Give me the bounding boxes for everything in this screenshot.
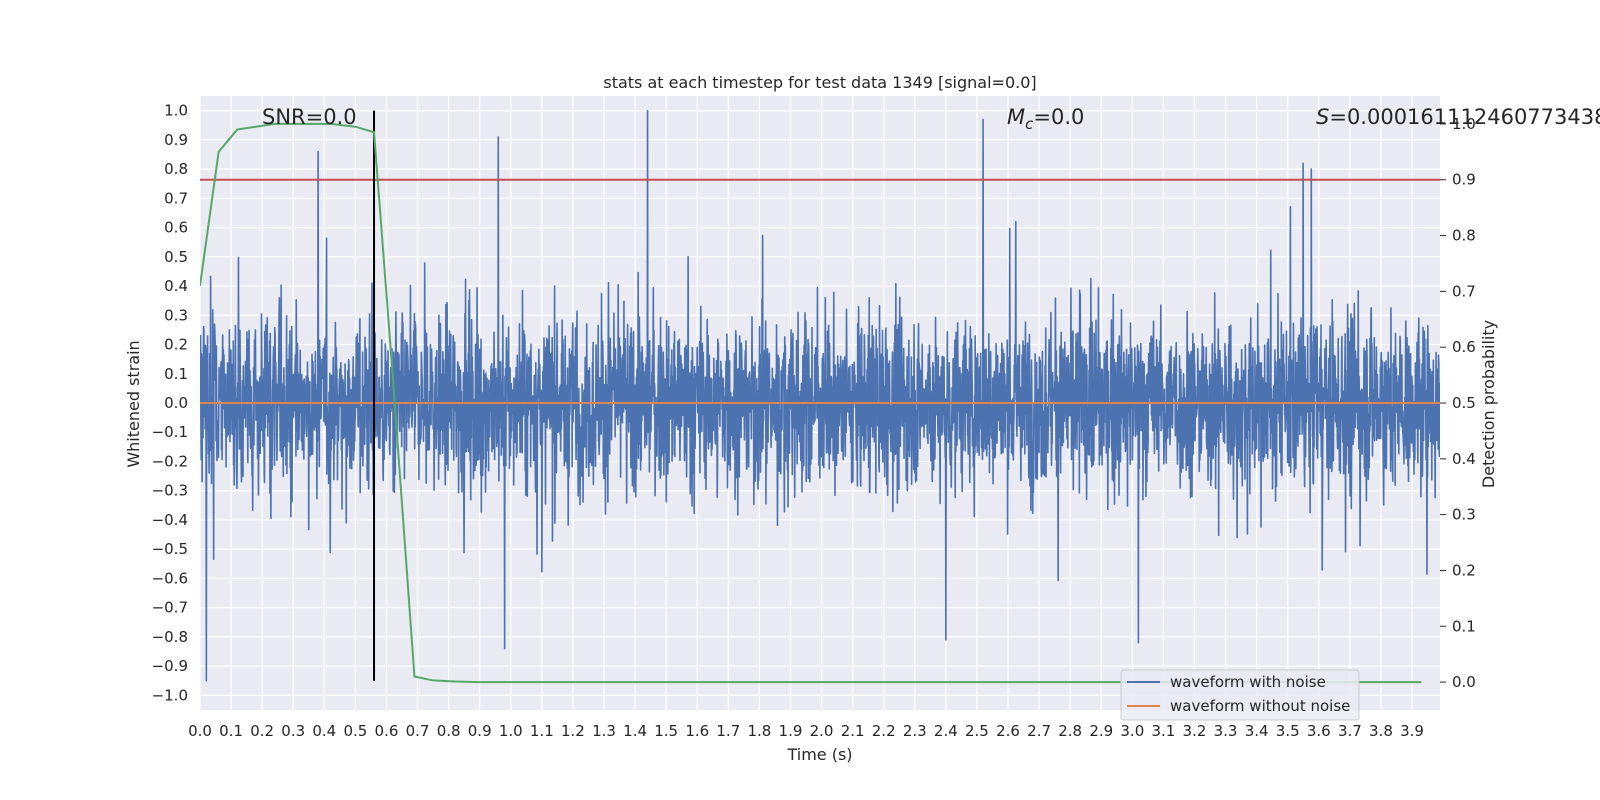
x-tick-label: 1.4 (623, 722, 647, 740)
y2-tick-label: 0.6 (1452, 338, 1476, 356)
chart-title: stats at each timestep for test data 134… (603, 73, 1036, 92)
x-tick-label: 2.4 (934, 722, 958, 740)
x-tick-label: 0.6 (375, 722, 399, 740)
y-tick-label: −0.9 (152, 657, 188, 675)
y-tick-label: 0.8 (164, 160, 188, 178)
x-tick-label: 1.2 (561, 722, 585, 740)
x-tick-label: 3.8 (1369, 722, 1393, 740)
y2-tick-label: 0.2 (1452, 561, 1476, 579)
x-axis-ticks: 0.0 0.1 0.2 0.3 0.4 0.5 0.6 0.7 0.8 0.9 1.0 1.1 1.2 1… (188, 722, 1424, 740)
y-tick-label: 0.4 (164, 277, 188, 295)
x-tick-label: 1.1 (530, 722, 554, 740)
x-tick-label: 0.8 (437, 722, 461, 740)
x-tick-label: 3.4 (1245, 722, 1269, 740)
y-tick-label: −0.8 (152, 628, 188, 646)
x-tick-label: 0.7 (406, 722, 430, 740)
x-tick-label: 3.1 (1151, 722, 1175, 740)
s-value: =0.00016111246077343895 (1329, 105, 1600, 129)
x-tick-label: 0.5 (343, 722, 367, 740)
chirp-mass-value: =0.0 (1033, 105, 1084, 129)
s-symbol: S (1316, 105, 1329, 129)
x-tick-label: 3.6 (1307, 722, 1331, 740)
x-tick-label: 2.2 (872, 722, 896, 740)
y-tick-label: −1.0 (152, 686, 188, 704)
x-tick-label: 1.8 (747, 722, 771, 740)
legend-box (1120, 669, 1360, 721)
x-tick-label: 3.7 (1338, 722, 1362, 740)
s-annotation: S=0.00016111246077343895 (1316, 105, 1600, 129)
x-axis-label: Time (s) (786, 745, 852, 764)
chirp-mass-annotation: Mc=0.0 (1007, 105, 1084, 133)
y-tick-label: −0.3 (152, 482, 188, 500)
x-tick-label: 1.6 (685, 722, 709, 740)
y-tick-label: 0.1 (164, 365, 188, 383)
y-tick-label: −0.7 (152, 599, 188, 617)
y-tick-label: 0.3 (164, 306, 188, 324)
x-tick-label: 1.3 (592, 722, 616, 740)
x-tick-label: 0.4 (312, 722, 336, 740)
x-tick-label: 3.0 (1120, 722, 1144, 740)
y2-tick-label: 0.5 (1452, 394, 1476, 412)
y-tick-label: 0.9 (164, 131, 188, 149)
snr-annotation: SNR=0.0 (262, 105, 357, 129)
x-tick-label: 2.6 (996, 722, 1020, 740)
x-tick-label: 0.2 (250, 722, 274, 740)
x-tick-label: 0.0 (188, 722, 212, 740)
x-tick-label: 3.9 (1400, 722, 1424, 740)
series-detection-probability (200, 122, 1422, 684)
y2-tick-label: 1.0 (1452, 115, 1476, 133)
x-tick-label: 3.3 (1214, 722, 1238, 740)
x-tick-label: 2.8 (1058, 722, 1082, 740)
y-tick-label: 0.6 (164, 219, 188, 237)
y-tick-label: 0.2 (164, 336, 188, 354)
x-tick-label: 1.5 (654, 722, 678, 740)
x-tick-label: 2.9 (1089, 722, 1113, 740)
legend-label-noise: waveform with noise (1170, 673, 1326, 691)
y-tick-label: 0.7 (164, 189, 188, 207)
x-tick-label: 0.9 (468, 722, 492, 740)
y2-axis-ticks: 1.0 0.9 0.8 0.7 0.6 0.5 0.4 0.3 0.2 0.1 0.0 (1440, 115, 1476, 691)
x-tick-label: 2.1 (841, 722, 865, 740)
legend: waveform with noise waveform without noi… (1120, 669, 1360, 721)
chirp-mass-subscript: c (1025, 115, 1034, 133)
y2-tick-label: 0.3 (1452, 506, 1476, 524)
x-tick-label: 3.5 (1276, 722, 1300, 740)
y-axis-ticks: 1.0 0.9 0.8 0.7 0.6 0.5 0.4 0.3 0.2 0.1 0.0 −0.1 −0.… (152, 102, 188, 705)
x-tick-label: 1.7 (716, 722, 740, 740)
x-tick-label: 2.7 (1027, 722, 1051, 740)
y-tick-label: −0.5 (152, 540, 188, 558)
plot-area (200, 109, 1440, 684)
y-tick-label: −0.6 (152, 569, 188, 587)
y2-axis-label: Detection probability (1479, 320, 1498, 488)
x-tick-label: 0.3 (281, 722, 305, 740)
series-waveform-with-noise (200, 109, 1440, 682)
chirp-mass-symbol: M (1007, 105, 1025, 129)
x-tick-label: 0.1 (219, 722, 243, 740)
x-tick-label: 3.2 (1183, 722, 1207, 740)
y-axis-label: Whitened strain (124, 340, 143, 467)
x-tick-label: 2.5 (965, 722, 989, 740)
x-tick-label: 1.9 (779, 722, 803, 740)
y-tick-label: 1.0 (164, 102, 188, 120)
y-tick-label: 0.5 (164, 248, 188, 266)
y-tick-label: −0.1 (152, 423, 188, 441)
y2-tick-label: 0.4 (1452, 450, 1476, 468)
series-layer (200, 109, 1440, 684)
y2-tick-label: 0.9 (1452, 171, 1476, 189)
y-tick-label: 0.0 (164, 394, 188, 412)
y2-tick-label: 0.0 (1452, 673, 1476, 691)
x-tick-label: 2.3 (903, 722, 927, 740)
x-tick-label: 1.0 (499, 722, 523, 740)
y-tick-label: −0.4 (152, 511, 188, 529)
legend-label-clean: waveform without noise (1170, 697, 1350, 715)
y2-tick-label: 0.7 (1452, 282, 1476, 300)
x-tick-label: 2.0 (810, 722, 834, 740)
y2-tick-label: 0.8 (1452, 227, 1476, 245)
y-tick-label: −0.2 (152, 452, 188, 470)
y2-tick-label: 0.1 (1452, 617, 1476, 635)
